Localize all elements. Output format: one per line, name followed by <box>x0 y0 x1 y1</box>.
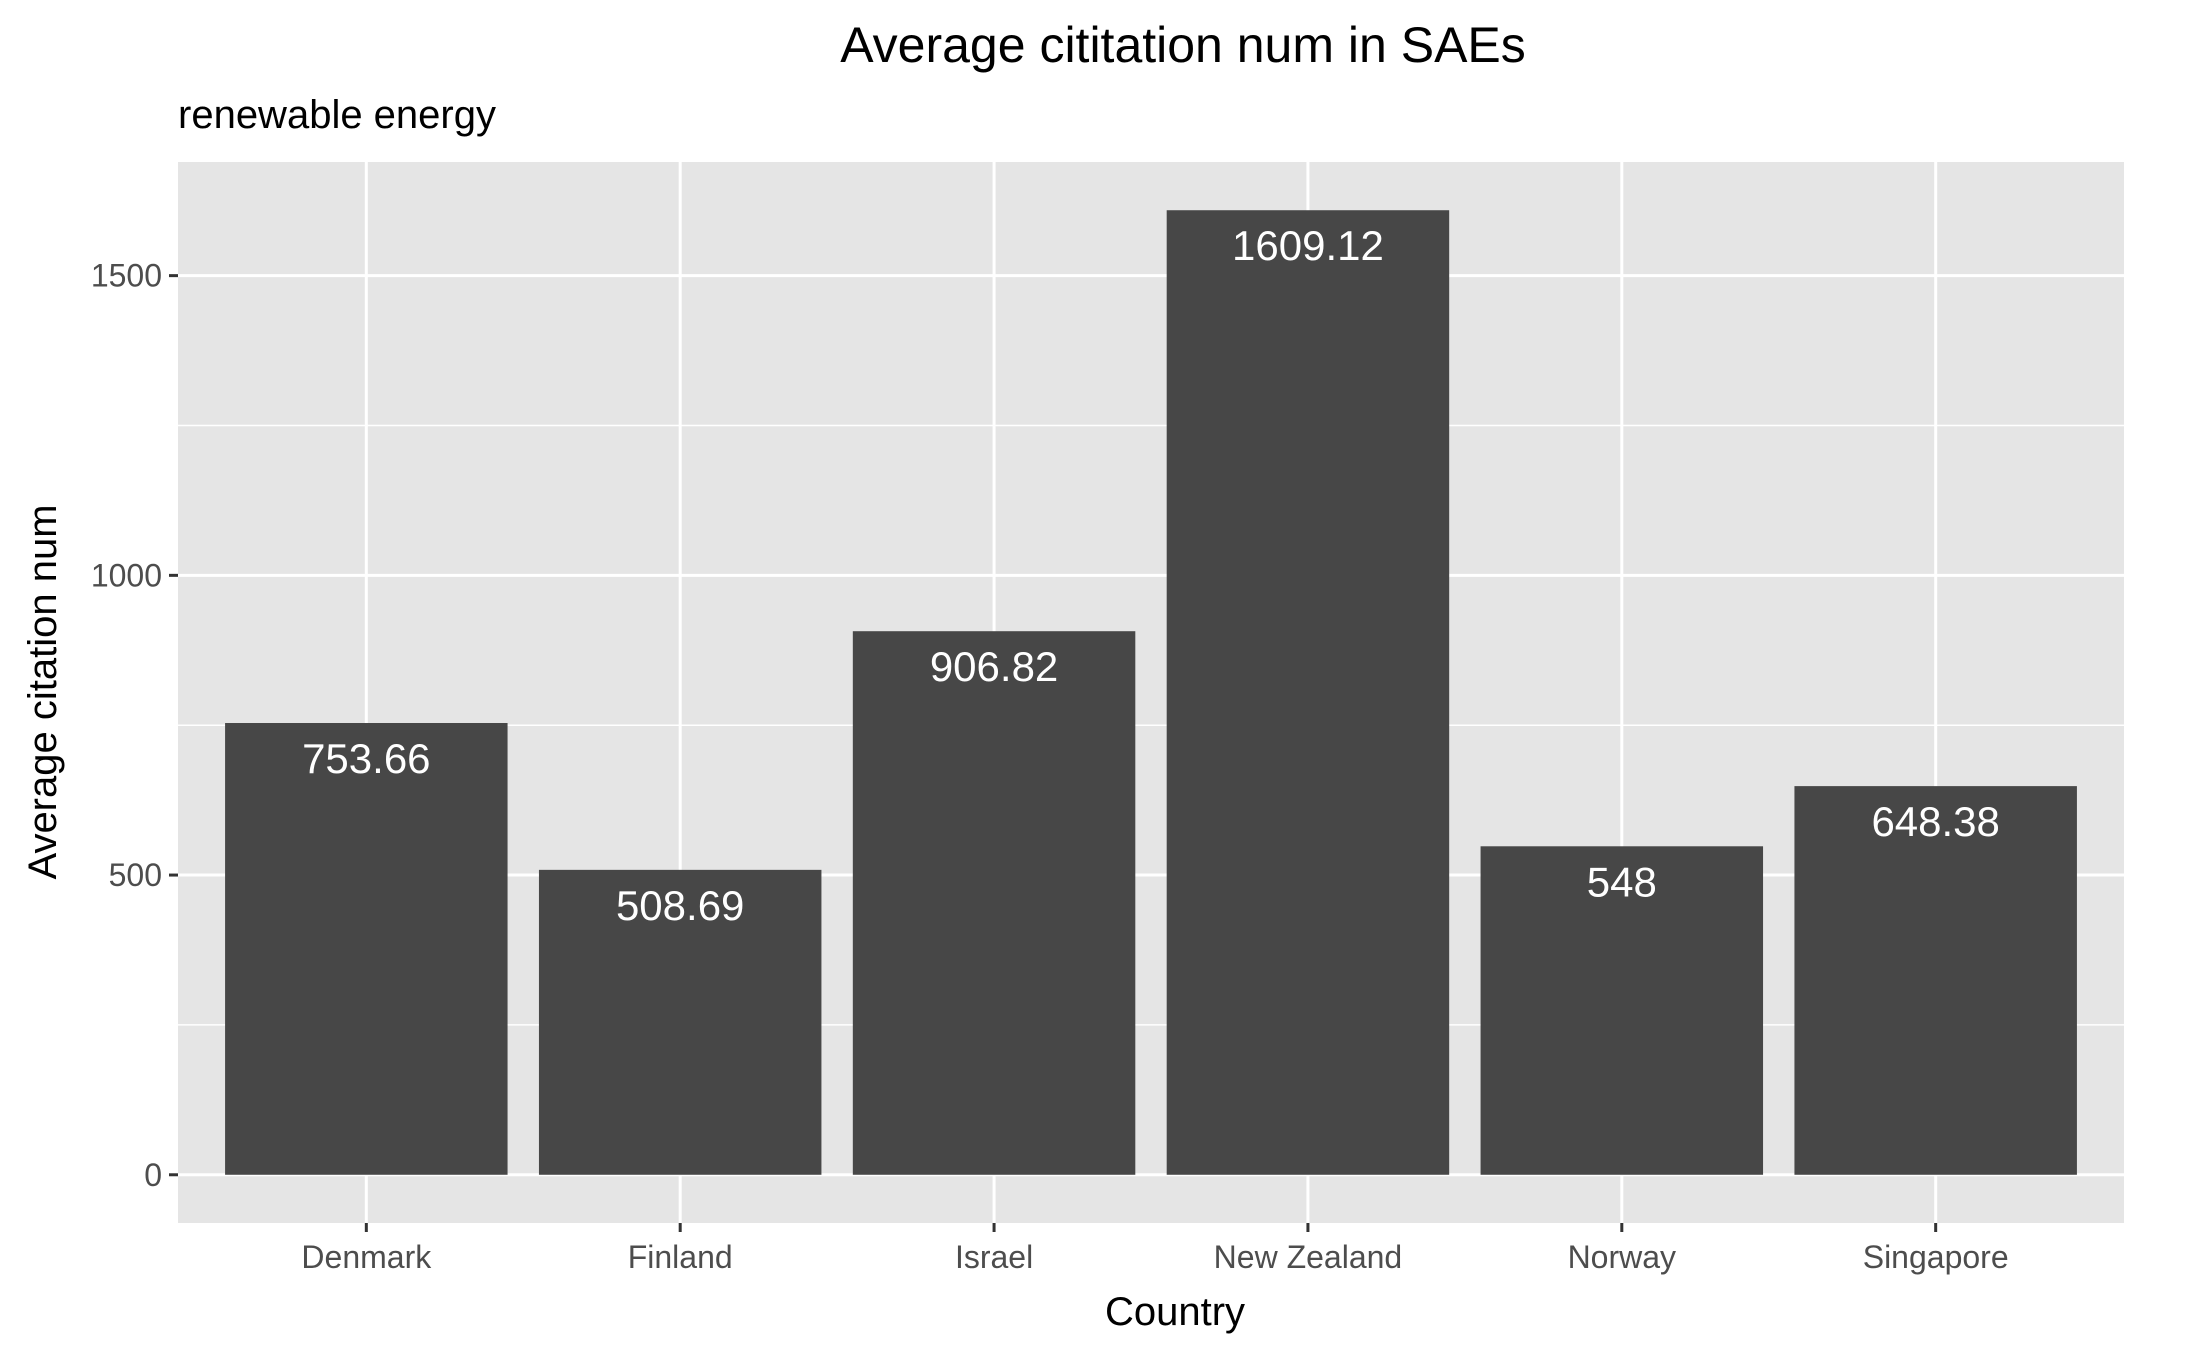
x-tick-label: Norway <box>1568 1239 1676 1275</box>
y-tick-label: 1000 <box>91 557 162 593</box>
data-label: 1609.12 <box>1232 222 1384 269</box>
data-label: 548 <box>1587 858 1657 905</box>
bar-finland <box>538 869 822 1175</box>
bar-singapore <box>1794 786 2077 1175</box>
y-tick-label: 1500 <box>91 258 162 294</box>
data-labels: 753.66 508.69 906.82 1609.12 548 648.38 <box>302 222 2000 929</box>
y-tick-label: 500 <box>109 857 162 893</box>
data-label: 753.66 <box>302 735 430 782</box>
bar-norway <box>1480 846 1764 1175</box>
bars <box>225 210 2077 1175</box>
x-tick-label: Finland <box>628 1239 733 1275</box>
data-label: 648.38 <box>1871 798 1999 845</box>
x-axis-title: Country <box>1105 1290 1245 1334</box>
y-axis-title: Average citation num <box>21 504 65 879</box>
x-axis: Denmark Finland Israel New Zealand Norway Sin… <box>301 1223 2009 1275</box>
chart-subtitle: renewable energy <box>178 93 496 137</box>
x-tick-label: Denmark <box>301 1239 432 1275</box>
bar-israel <box>852 631 1136 1175</box>
bar-denmark <box>225 723 508 1175</box>
x-tick-label: New Zealand <box>1214 1239 1403 1275</box>
y-tick-label: 0 <box>144 1157 162 1193</box>
x-tick-label: Singapore <box>1863 1239 2009 1275</box>
data-label: 508.69 <box>616 882 744 929</box>
data-label: 906.82 <box>930 643 1058 690</box>
chart-title: Average cititation num in SAEs <box>840 17 1526 73</box>
y-axis: 0 500 1000 1500 <box>91 258 178 1193</box>
x-tick-label: Israel <box>955 1239 1033 1275</box>
bar-new-zealand <box>1166 210 1450 1175</box>
